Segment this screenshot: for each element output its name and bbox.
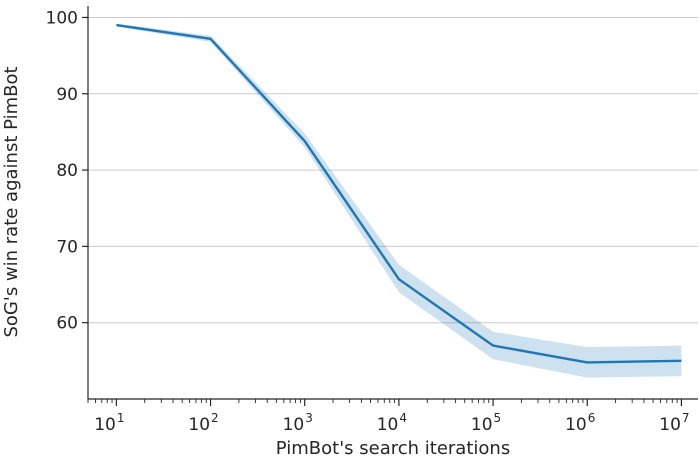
y-tick-label: 60 <box>56 314 78 334</box>
y-tick-label: 80 <box>56 161 78 181</box>
x-tick-label: 101 <box>94 411 124 435</box>
axes <box>87 6 698 400</box>
grid-lines <box>88 16 698 324</box>
y-axis-label: SoG's win rate against PimBot <box>1 66 22 337</box>
y-tick-label: 100 <box>46 8 78 28</box>
y-ticks: 60 70 80 90 100 <box>46 8 88 334</box>
x-tick-label: 107 <box>659 411 689 435</box>
x-tick-label: 106 <box>565 411 595 435</box>
confidence-band <box>116 23 682 378</box>
x-tick-label: 103 <box>283 411 313 435</box>
x-tick-label: 104 <box>377 411 407 435</box>
y-tick-label: 70 <box>56 237 78 257</box>
x-tick-label: 105 <box>471 411 501 435</box>
series-line <box>116 23 682 364</box>
x-tick-label: 102 <box>188 411 218 435</box>
x-ticks: 101 102 103 104 105 106 107 <box>87 399 690 435</box>
y-tick-label: 90 <box>56 85 78 105</box>
x-axis-label: PimBot's search iterations <box>276 438 510 459</box>
